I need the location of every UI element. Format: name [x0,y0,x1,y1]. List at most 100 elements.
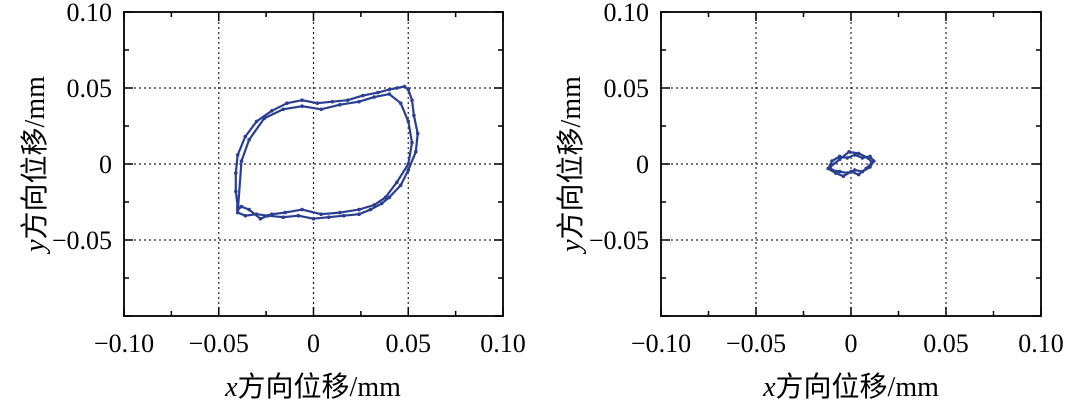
y-axis-var: y [20,239,51,255]
orbit-point [357,99,361,104]
orbit-point [361,93,365,98]
orbit-point [860,156,865,160]
orbit-point [406,162,411,166]
orbit-point [300,207,304,212]
orbit-point [860,169,865,174]
orbit-point [402,84,407,89]
orbit-point [281,107,286,112]
orbit-point [845,171,849,175]
orbit-point [856,172,861,177]
orbit-point [387,87,392,92]
y-tick-label: 0.10 [67,0,113,27]
orbit-point [235,153,240,157]
orbit-point [398,101,403,105]
y-axis-label: y方向位移/mm [19,76,51,255]
y-axis-unit: 方向位移/mm [19,76,51,240]
orbit-point [845,156,849,160]
orbit-point [398,183,403,188]
y-tick-label: 0.05 [604,74,650,103]
orbit-point [300,104,304,108]
x-axis-unit: 方向位移/mm [776,371,940,403]
orbit-point [266,213,270,218]
orbit-point [357,212,361,216]
plot-frame [660,11,1042,317]
orbit-point [311,216,316,221]
x-tick-label: −0.10 [94,329,154,358]
x-tick-label: 0 [845,329,858,358]
orbit-point [849,169,853,174]
orbit-point [853,153,857,157]
y-tick-label: −0.05 [589,226,649,255]
y-tick-label: −0.05 [52,226,112,255]
orbit-point [326,215,331,219]
orbit-point [368,207,373,212]
orbit-point [837,169,842,174]
orbit-series-line [234,85,419,220]
orbit-point [235,204,240,209]
y-axis-var: y [556,239,587,255]
orbit-point [830,159,834,163]
orbit-point [270,212,274,216]
x-axis-unit: 方向位移/mm [238,371,402,403]
orbit-point [338,210,342,215]
x-tick-label: 0 [307,329,320,358]
y-tick-label: 0.05 [67,74,113,103]
x-tick-label: −0.05 [189,329,249,358]
orbit-point [243,213,248,218]
orbit-point [828,165,832,169]
orbit-point [837,154,842,159]
orbit-point [247,207,251,212]
orbit-point [383,195,388,200]
orbit-point [285,101,289,105]
y-tick-label: 0 [636,150,649,179]
orbit-point [841,174,846,178]
orbit-point [239,159,244,163]
plot-frame [123,11,504,317]
orbit-point [866,156,870,160]
orbit-point [235,210,240,215]
orbit-point [234,171,238,175]
orbit-point [864,166,868,171]
orbit-point [357,207,361,212]
orbit-point [406,168,411,172]
orbit-point [847,150,851,154]
orbit-point [338,102,342,107]
orbit-point [410,98,414,102]
orbit-point [330,99,335,104]
orbit-point [239,204,244,209]
orbit-point [830,168,834,172]
orbit-point [870,160,874,165]
x-axis-label: x方向位移/mm [762,371,939,403]
right-orbit-panel: −0.10 −0.05 0 0.05 0.10−0.0500.050.10x方向位移/m… [555,0,1064,403]
orbit-point [414,150,418,154]
orbit-point [395,86,399,90]
orbit-point [834,171,838,175]
x-tick-label: 0.10 [480,329,526,358]
orbit-point [395,180,399,184]
y-axis-label: y方向位移/mm [555,76,587,255]
x-axis-label: x方向位移/mm [224,371,401,403]
orbit-point [868,165,872,169]
orbit-point [243,134,248,139]
orbit-point [856,151,861,156]
orbit-point [254,119,259,124]
x-tick-label: 0.10 [1018,329,1064,358]
left-orbit-panel: −0.10 −0.05 0 0.05 0.10−0.0500.050.10x方向位移/m… [19,0,526,403]
orbit-point [315,101,320,105]
orbit-point [410,140,414,145]
orbit-point [406,119,411,124]
orbit-point [319,107,323,112]
orbit-point [319,212,323,216]
orbit-point [376,90,380,95]
orbit-point [406,87,411,92]
x-axis-var: x [224,372,238,403]
orbit-point [853,168,857,172]
orbit-point [281,215,286,219]
y-tick-label: 0.10 [604,0,650,27]
orbit-point [415,131,420,136]
orbit-point [342,213,346,218]
orbit-point [234,189,238,194]
orbit-point [412,113,416,118]
y-axis-unit: 方向位移/mm [555,76,587,240]
